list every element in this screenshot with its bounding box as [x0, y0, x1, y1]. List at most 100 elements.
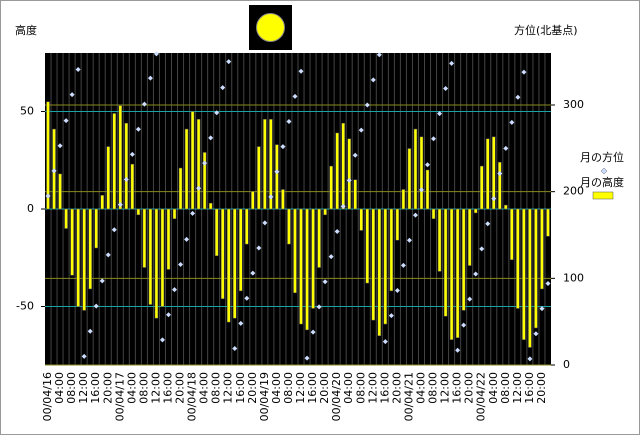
point: [123, 177, 129, 183]
bar: [479, 165, 484, 210]
x-tick-label: 04:00: [270, 372, 283, 404]
point: [244, 295, 250, 301]
point: [75, 66, 81, 72]
point: [159, 337, 165, 343]
bar: [443, 208, 448, 317]
bar: [401, 189, 406, 210]
bar: [504, 204, 508, 210]
bar: [251, 191, 255, 210]
point: [304, 355, 310, 361]
bar: [233, 208, 237, 319]
y2-tick-label: 0: [563, 358, 570, 371]
point: [485, 221, 491, 227]
x-tick-label: 04:00: [414, 372, 427, 404]
point: [57, 143, 63, 149]
point: [412, 212, 418, 218]
x-tick-label: 08:00: [282, 372, 295, 404]
bar: [257, 146, 261, 210]
bar: [100, 195, 104, 210]
point: [425, 162, 431, 168]
x-tick-label: 00/04/17: [113, 372, 126, 421]
point: [280, 144, 286, 150]
bar: [492, 136, 496, 210]
bar: [473, 208, 478, 214]
point: [274, 169, 280, 175]
bar: [431, 208, 436, 219]
x-tick-label: 16:00: [306, 372, 319, 404]
y-tick-label: -50: [16, 300, 34, 313]
x-tick-label: 08:00: [65, 372, 78, 404]
point: [184, 236, 190, 242]
point: [400, 262, 406, 268]
point: [69, 92, 75, 98]
bar: [540, 208, 544, 290]
bar: [305, 208, 309, 331]
bar: [88, 208, 92, 290]
point: [111, 227, 117, 233]
x-tick-label: 04:00: [487, 372, 500, 404]
point: [545, 281, 551, 287]
bar: [184, 128, 189, 210]
point: [533, 331, 539, 337]
point: [358, 127, 364, 133]
bar: [214, 208, 219, 257]
point: [238, 320, 244, 326]
bar: [142, 208, 147, 268]
x-tick-label: 20:00: [246, 372, 259, 404]
point: [190, 210, 196, 216]
x-tick-label: 04:00: [198, 372, 211, 404]
bar: [293, 208, 297, 294]
x-tick-label: 04:00: [342, 372, 355, 404]
point: [135, 126, 141, 132]
x-tick-label: 12:00: [149, 372, 162, 404]
legend-marker: [592, 191, 614, 200]
bar: [202, 152, 207, 210]
point: [394, 287, 400, 293]
point: [99, 278, 105, 284]
bar: [58, 173, 62, 210]
point: [220, 85, 226, 91]
bar: [407, 148, 412, 210]
point: [352, 152, 358, 158]
point: [340, 203, 346, 209]
point: [316, 304, 322, 310]
point: [515, 94, 521, 100]
y2-axis-title: 方位(北基点): [514, 23, 578, 37]
point: [491, 196, 497, 202]
bar: [377, 208, 382, 336]
bar: [154, 208, 159, 319]
bar: [118, 105, 123, 210]
bar: [124, 122, 129, 210]
x-tick-label: 00/04/18: [186, 372, 199, 421]
point: [406, 237, 412, 243]
point: [455, 347, 461, 353]
point: [364, 102, 370, 108]
point: [503, 145, 509, 151]
point: [268, 194, 274, 200]
x-tick-label: 00/04/21: [402, 372, 415, 421]
point: [153, 51, 159, 57]
bar: [281, 189, 285, 210]
x-tick-label: 20:00: [174, 372, 187, 404]
bar: [449, 208, 454, 340]
point: [322, 279, 328, 285]
bar: [263, 119, 267, 210]
x-tick-label: 16:00: [161, 372, 174, 404]
point: [196, 185, 202, 191]
point: [129, 151, 135, 157]
point: [286, 118, 292, 124]
bar: [311, 208, 315, 309]
bar: [112, 113, 117, 210]
x-tick-label: 00/04/16: [41, 372, 54, 421]
bar: [510, 208, 514, 260]
bar: [94, 208, 98, 249]
point: [87, 328, 93, 334]
bar: [419, 136, 424, 210]
bar: [528, 208, 532, 348]
bar: [341, 122, 345, 210]
point: [461, 322, 467, 328]
point: [388, 313, 394, 319]
point: [178, 261, 184, 267]
point: [527, 356, 533, 362]
point: [51, 168, 57, 174]
